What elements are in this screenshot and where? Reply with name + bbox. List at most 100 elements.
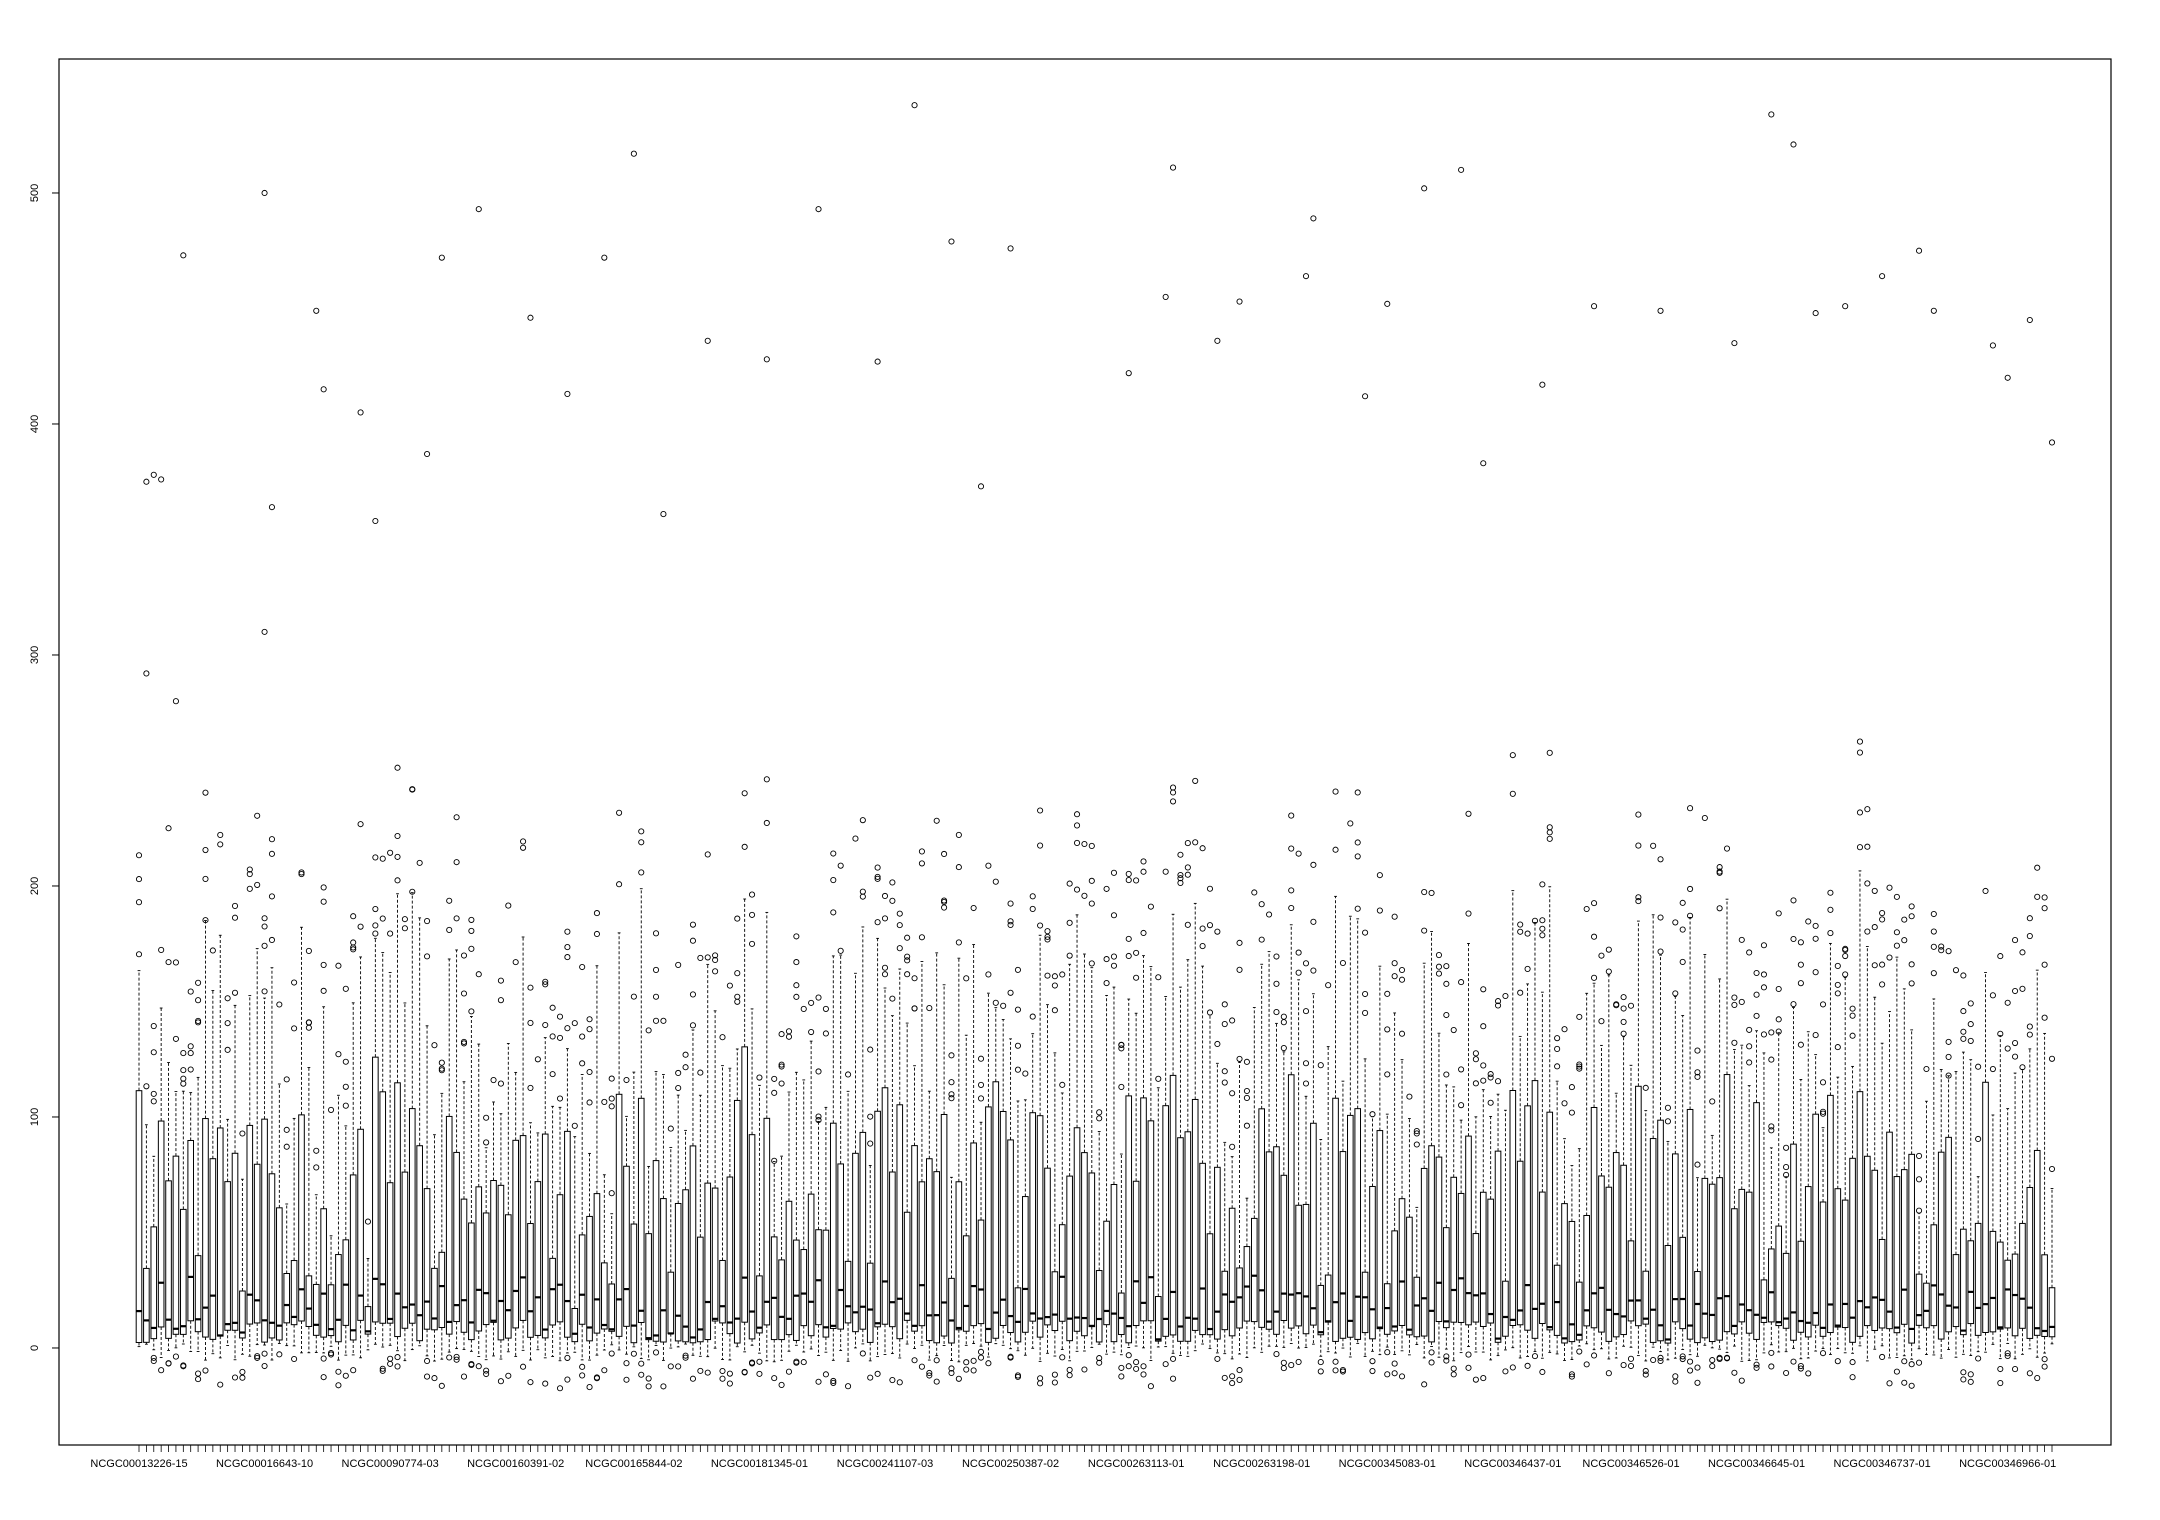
box-62 (586, 1016, 593, 1391)
outlier-point (1199, 845, 1206, 852)
outlier-point (579, 963, 586, 971)
outlier-point (542, 981, 549, 988)
box-body (1834, 1188, 1842, 1328)
box-162 (1324, 982, 1332, 1353)
box-236 (1871, 887, 1879, 1350)
box-body (1487, 1198, 1494, 1324)
outlier-point (2019, 985, 2026, 992)
box-198 (1590, 900, 1598, 1359)
outlier-point (231, 914, 239, 921)
outlier-point (793, 982, 800, 989)
outlier-point (579, 1372, 586, 1379)
outlier-point (327, 1106, 335, 1113)
box-body (1162, 1105, 1169, 1337)
outlier-point (1561, 1100, 1568, 1107)
outlier-point (527, 314, 534, 321)
box-body (1849, 1157, 1856, 1343)
box-body (601, 1262, 608, 1330)
outlier-point (246, 871, 253, 878)
outlier-point (1834, 981, 1841, 988)
outlier-point (675, 1084, 682, 1092)
outlier-point (1413, 1141, 1420, 1148)
box-body (172, 1155, 180, 1335)
outlier-point (1192, 839, 1199, 846)
box-24 (305, 947, 313, 1354)
outlier-point (1517, 928, 1524, 935)
outlier-point (1376, 872, 1383, 879)
outlier-point (1029, 1013, 1036, 1020)
outlier-point (261, 1350, 268, 1357)
outlier-point (652, 1017, 660, 1024)
outlier-point (1133, 974, 1140, 981)
outlier-point (963, 975, 970, 982)
outlier-point (1140, 858, 1147, 865)
box-113 (962, 975, 970, 1373)
outlier-point (1236, 1367, 1243, 1374)
outlier-point (1768, 111, 1775, 118)
outlier-point (320, 1374, 327, 1381)
outlier-point (2041, 1356, 2048, 1363)
outlier-point (638, 869, 645, 876)
outlier-point (342, 1083, 349, 1090)
outlier-point (955, 831, 962, 838)
outlier-point (1310, 861, 1317, 868)
box-155 (1273, 953, 1280, 1358)
outlier-point (1421, 185, 1428, 192)
outlier-point (1125, 877, 1132, 884)
outlier-point (202, 917, 209, 924)
box-64 (601, 1098, 608, 1374)
x-tick-label: NCGC00250387-02 (962, 1458, 1059, 1470)
outlier-point (1768, 1349, 1775, 1356)
box-112 (955, 831, 963, 1382)
box-160 (1310, 861, 1317, 1345)
outlier-point (1635, 894, 1642, 901)
outlier-point (1790, 935, 1797, 943)
box-body (394, 1082, 401, 1338)
outlier-point (1591, 900, 1598, 907)
outlier-point (593, 910, 600, 917)
box-body (962, 1235, 970, 1332)
outlier-point (941, 850, 948, 858)
outlier-point (1243, 1094, 1250, 1101)
box-227 (1804, 918, 1812, 1377)
box-36 (394, 764, 401, 1370)
outlier-point (1842, 971, 1849, 978)
box-body (298, 1114, 305, 1322)
outlier-point (453, 1356, 460, 1363)
outlier-point (1930, 970, 1937, 977)
outlier-point (1723, 1355, 1731, 1362)
outlier-point (1125, 1363, 1132, 1370)
box-body (1103, 1220, 1110, 1326)
outlier-point (1908, 1361, 1915, 1368)
outlier-point (1384, 1071, 1391, 1078)
outlier-point (1716, 905, 1723, 912)
box-body (290, 1260, 298, 1326)
outlier-point (741, 843, 748, 850)
outlier-point (933, 1357, 940, 1364)
outlier-point (1494, 1002, 1502, 1009)
outlier-point (1214, 337, 1221, 344)
outlier-point (1576, 1061, 1583, 1068)
box-body (180, 1208, 187, 1335)
box-54 (527, 984, 534, 1386)
outlier-point (616, 809, 623, 816)
outlier-point (948, 1365, 955, 1372)
outlier-point (424, 917, 431, 925)
box-82 (733, 915, 741, 1348)
outlier-point (1317, 1368, 1324, 1375)
box-body (165, 1180, 172, 1339)
box-175 (1420, 888, 1428, 1388)
outlier-point (1118, 1041, 1125, 1049)
box-body (1169, 1074, 1177, 1336)
outlier-point (387, 1355, 394, 1362)
outlier-point (2019, 949, 2026, 956)
outlier-point (1945, 1072, 1952, 1079)
outlier-point (165, 959, 172, 966)
box-225 (1790, 897, 1797, 1365)
outlier-point (1288, 887, 1295, 894)
x-tick-label: NCGC00346737-01 (1834, 1458, 1931, 1470)
outlier-point (1066, 1366, 1073, 1373)
outlier-point (1539, 932, 1546, 939)
box-body (1147, 1120, 1155, 1322)
outlier-point (1583, 905, 1590, 913)
